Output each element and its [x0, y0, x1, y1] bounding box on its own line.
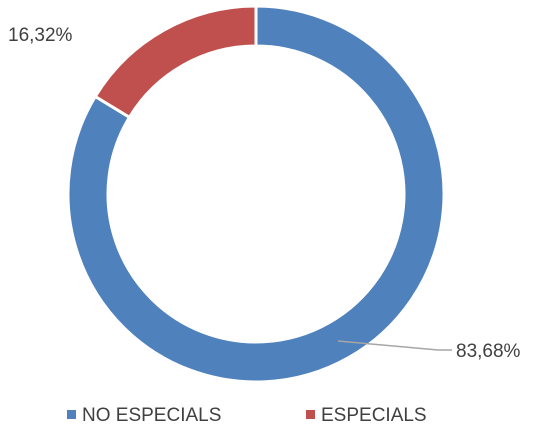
legend: NO ESPECIALS ESPECIALS [67, 405, 427, 426]
leader-line-no-especials [337, 340, 452, 351]
data-label-no-especials: 83,68% [456, 341, 521, 362]
data-label-especials: 16,32% [8, 25, 73, 46]
slice-no-especials [66, 4, 446, 384]
legend-label-no-especials: NO ESPECIALS [82, 405, 221, 426]
legend-label-especials: ESPECIALS [321, 405, 427, 426]
chart-slices [66, 4, 446, 384]
data-labels: 83,68% 16,32% [8, 25, 521, 362]
slice-especials [93, 4, 258, 120]
leader-lines [337, 340, 452, 351]
legend-swatch-especials [306, 410, 315, 419]
legend-swatch-no-especials [67, 410, 76, 419]
